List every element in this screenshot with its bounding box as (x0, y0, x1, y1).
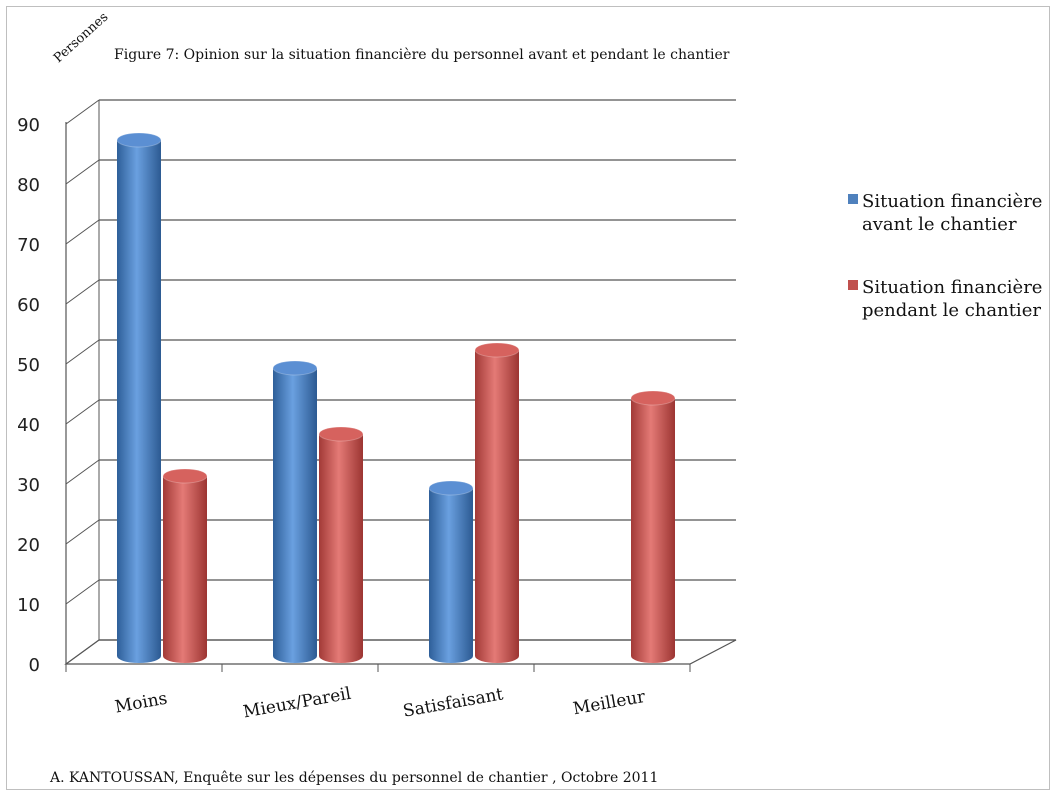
legend-swatch-red (848, 280, 858, 290)
axes (64, 100, 737, 672)
bar-top (162, 468, 208, 484)
y-tick-label: 10 (17, 595, 40, 616)
bar-top (116, 132, 162, 148)
x-tick-label: Meilleur (571, 687, 647, 720)
source-caption: A. KANTOUSSAN, Enquête sur les dépenses … (50, 770, 659, 786)
bar (319, 434, 363, 663)
x-tick-label: Satisfaisant (402, 684, 505, 721)
legend-swatch-blue (848, 194, 858, 204)
bar (429, 488, 473, 663)
y-tick-label: 0 (29, 655, 40, 676)
bar-top (272, 360, 318, 376)
legend-label: pendant le chantier (862, 300, 1041, 321)
y-tick-label: 70 (17, 235, 40, 256)
gridline-side (65, 579, 100, 605)
y-tick-label: 30 (17, 475, 40, 496)
y-tick-labels: 0 10 20 30 40 50 60 70 80 90 (17, 115, 40, 676)
legend-label: avant le chantier (862, 214, 1017, 235)
gridline-side (65, 279, 100, 305)
legend-label: Situation financière (862, 191, 1043, 212)
y-tick-label: 80 (17, 175, 40, 196)
bar-top (630, 390, 676, 406)
y-tick-label: 50 (17, 355, 40, 376)
y-tick-label: 20 (17, 535, 40, 556)
bar-top (318, 426, 364, 442)
gridline-side (65, 99, 100, 125)
chart-title: Figure 7: Opinion sur la situation finan… (114, 47, 730, 63)
y-tick-label: 60 (17, 295, 40, 316)
x-tick-label: Moins (113, 689, 168, 718)
legend-label: Situation financière (862, 277, 1043, 298)
bar (475, 350, 519, 663)
x-tick-label: Mieux/Pareil (242, 684, 353, 723)
gridline-side (65, 399, 100, 425)
floor (64, 639, 737, 665)
gridline-side (65, 219, 100, 245)
gridline-side (65, 519, 100, 545)
bar (117, 140, 161, 663)
y-tick-label: 40 (17, 415, 40, 436)
gridline-side (65, 459, 100, 485)
bars (116, 132, 676, 663)
gridline-side (65, 159, 100, 185)
bar-top (474, 342, 520, 358)
bar (631, 398, 675, 663)
y-tick-label: 90 (17, 115, 40, 136)
bar (163, 476, 207, 663)
x-tick-labels: Moins Mieux/Pareil Satisfaisant Meilleur (113, 684, 647, 723)
gridline-side (65, 339, 100, 365)
bar (273, 368, 317, 663)
bar-top (428, 480, 474, 496)
